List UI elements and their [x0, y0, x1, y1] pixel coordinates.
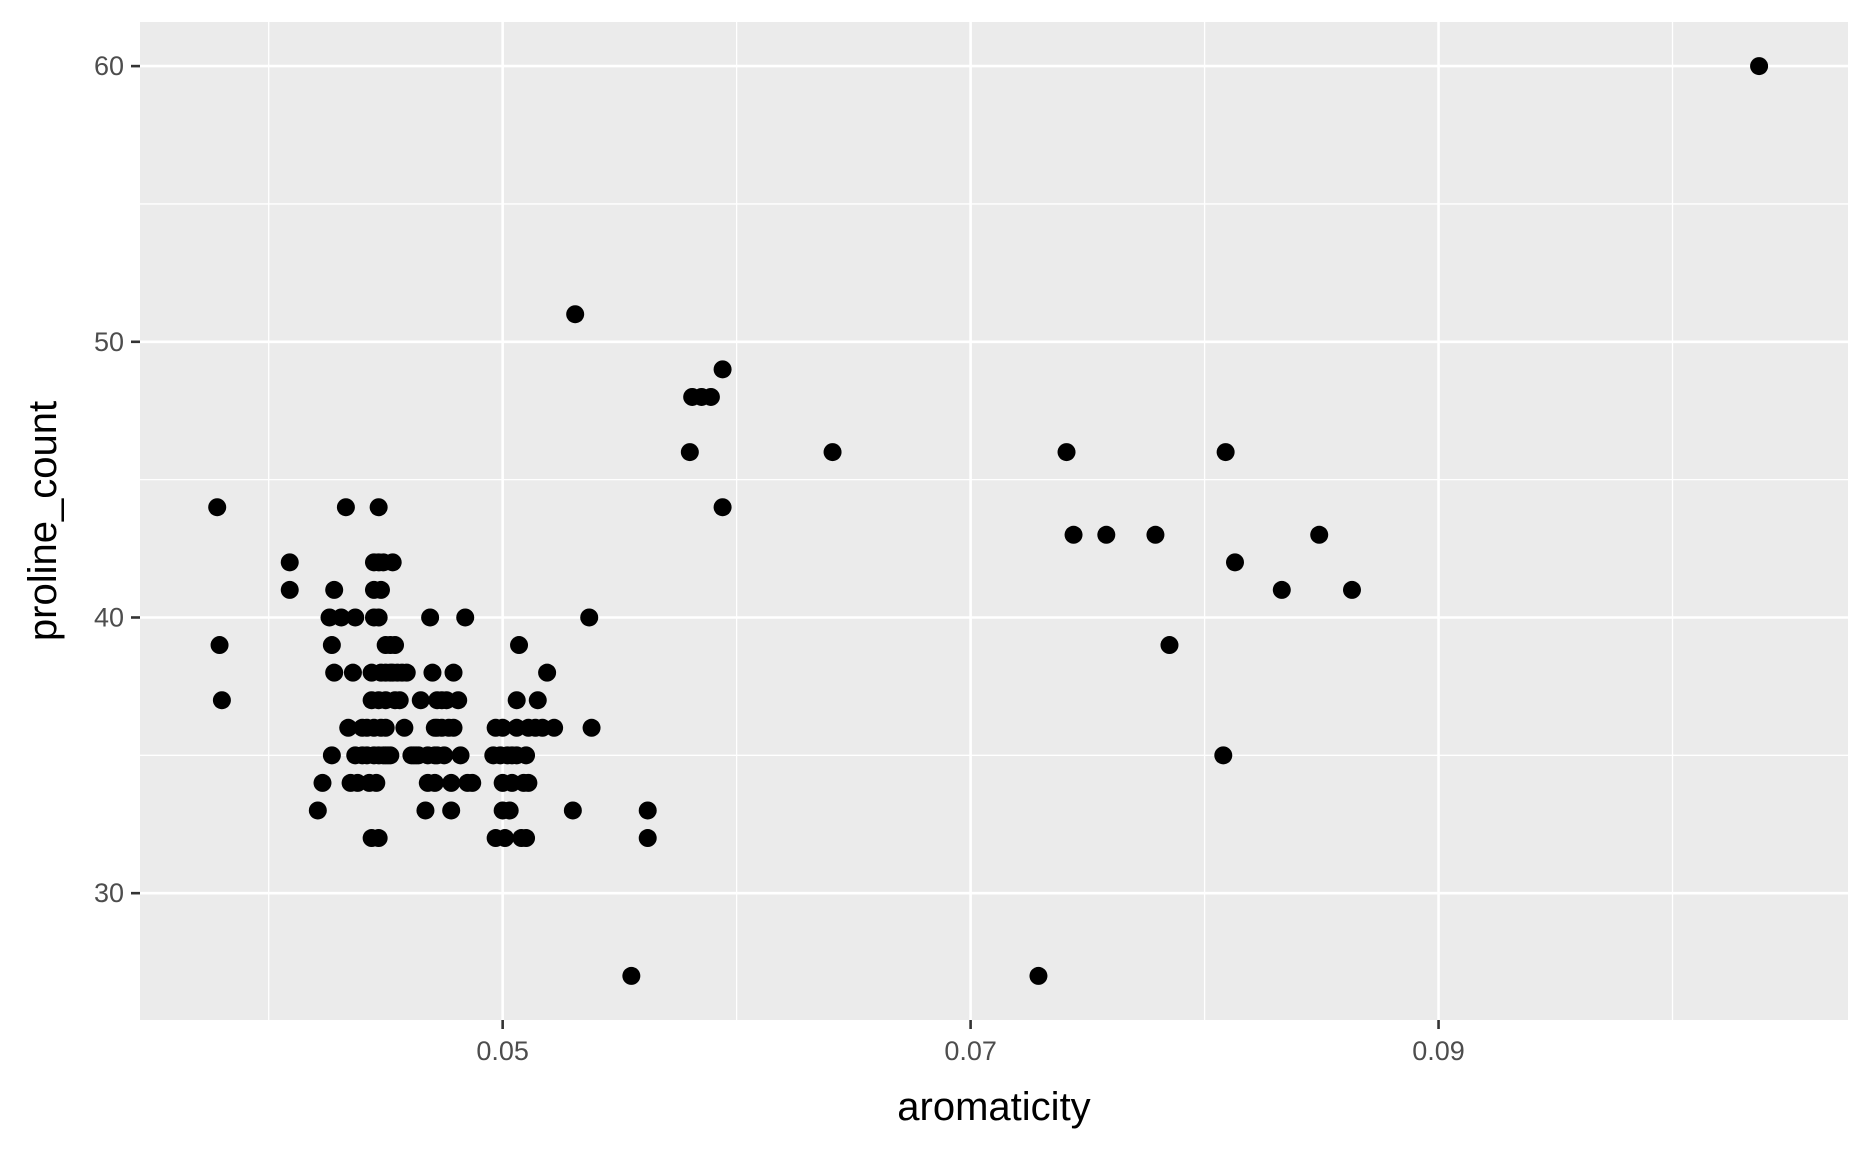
- data-point: [444, 718, 463, 737]
- data-point: [313, 773, 332, 792]
- y-tick-label: 60: [94, 51, 124, 81]
- data-point: [1310, 525, 1329, 544]
- data-point: [421, 608, 440, 627]
- data-point: [713, 498, 732, 517]
- data-point: [1214, 746, 1233, 765]
- data-point: [563, 801, 582, 820]
- data-point: [507, 691, 526, 710]
- data-point: [1272, 580, 1291, 599]
- data-point: [336, 498, 355, 517]
- data-point: [545, 718, 564, 737]
- data-point: [566, 305, 585, 324]
- y-tick-label: 50: [94, 327, 124, 357]
- data-point: [367, 773, 386, 792]
- data-point: [325, 580, 344, 599]
- data-point: [456, 608, 475, 627]
- data-point: [376, 718, 395, 737]
- data-point: [210, 636, 229, 655]
- plot-panel: [140, 22, 1848, 1020]
- data-point: [371, 580, 390, 599]
- x-axis-title: aromaticity: [897, 1085, 1090, 1129]
- data-point: [395, 718, 414, 737]
- data-point: [451, 746, 470, 765]
- data-point: [493, 718, 512, 737]
- data-point: [517, 829, 536, 848]
- data-point: [1064, 525, 1083, 544]
- data-point: [1146, 525, 1165, 544]
- data-point: [1342, 580, 1361, 599]
- data-point: [435, 746, 454, 765]
- data-point: [346, 608, 365, 627]
- data-point: [1097, 525, 1116, 544]
- data-point: [208, 498, 227, 517]
- data-point: [701, 387, 720, 406]
- data-point: [442, 801, 461, 820]
- data-point: [713, 360, 732, 379]
- y-axis: 30 40 50 60: [94, 51, 140, 908]
- data-point: [517, 746, 536, 765]
- data-point: [500, 801, 519, 820]
- y-tick-label: 40: [94, 602, 124, 632]
- data-point: [322, 636, 341, 655]
- x-tick-label: 0.07: [944, 1036, 997, 1066]
- data-point: [381, 746, 400, 765]
- data-point: [638, 829, 657, 848]
- data-point: [416, 801, 435, 820]
- x-axis: 0.05 0.07 0.09: [476, 1020, 1465, 1066]
- data-point: [280, 580, 299, 599]
- data-point: [339, 718, 358, 737]
- data-point: [1750, 57, 1769, 76]
- x-tick-label: 0.09: [1412, 1036, 1465, 1066]
- data-point: [397, 663, 416, 682]
- data-point: [411, 691, 430, 710]
- y-axis-title: proline_count: [21, 401, 65, 641]
- data-point: [369, 608, 388, 627]
- y-tick-label: 30: [94, 878, 124, 908]
- data-point: [425, 773, 444, 792]
- data-point: [444, 663, 463, 682]
- data-point: [343, 663, 362, 682]
- data-point: [823, 443, 842, 462]
- data-point: [386, 636, 405, 655]
- data-point: [638, 801, 657, 820]
- data-point: [1057, 443, 1076, 462]
- data-point: [1160, 636, 1179, 655]
- data-point: [538, 663, 557, 682]
- data-point: [1029, 966, 1048, 985]
- data-point: [495, 829, 514, 848]
- data-point: [622, 966, 641, 985]
- data-point: [1225, 553, 1244, 572]
- data-point: [528, 691, 547, 710]
- data-point: [325, 663, 344, 682]
- data-point: [423, 663, 442, 682]
- data-point: [322, 746, 341, 765]
- data-point: [332, 608, 351, 627]
- data-point: [582, 718, 601, 737]
- data-point: [463, 773, 482, 792]
- data-point: [369, 498, 388, 517]
- data-point: [580, 608, 599, 627]
- data-point: [369, 829, 388, 848]
- x-tick-label: 0.05: [476, 1036, 529, 1066]
- data-point: [308, 801, 327, 820]
- data-point: [212, 691, 231, 710]
- data-point: [680, 443, 699, 462]
- data-point: [449, 691, 468, 710]
- data-point: [510, 636, 529, 655]
- data-point: [519, 773, 538, 792]
- data-point: [1216, 443, 1235, 462]
- data-points: [208, 57, 1769, 985]
- data-point: [390, 691, 409, 710]
- data-point: [280, 553, 299, 572]
- data-point: [442, 773, 461, 792]
- data-point: [383, 553, 402, 572]
